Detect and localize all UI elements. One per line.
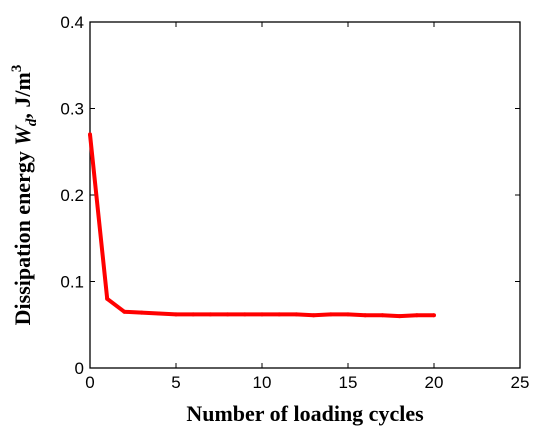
data-point	[294, 312, 299, 317]
x-tick-label: 20	[425, 373, 444, 392]
y-label-superscript: 3	[9, 65, 25, 73]
data-point	[139, 310, 144, 315]
x-axis-ticks: 0 5 10 15 20 25	[85, 22, 529, 392]
y-tick-label: 0.4	[60, 13, 84, 32]
plot-area	[89, 21, 521, 369]
data-point	[414, 313, 419, 318]
data-point	[242, 312, 247, 317]
data-point	[397, 314, 402, 319]
y-label-subscript: d	[24, 118, 40, 126]
data-point	[363, 313, 368, 318]
data-point	[260, 312, 264, 317]
x-tick-label: 0	[85, 373, 94, 392]
x-tick-label: 25	[511, 373, 530, 392]
x-tick-label: 5	[171, 373, 180, 392]
y-tick-label: 0	[75, 359, 84, 378]
y-tick-label: 0.3	[60, 100, 84, 119]
data-point	[174, 312, 178, 317]
y-tick-label: 0.2	[60, 186, 84, 205]
data-point	[156, 311, 161, 316]
y-label-prefix: Dissipation energy	[10, 146, 35, 326]
x-tick-label: 10	[253, 373, 272, 392]
data-point	[191, 312, 196, 317]
data-point	[380, 313, 385, 318]
data-point	[328, 312, 333, 317]
y-axis-label: Dissipation energy Wd, J/m3	[9, 65, 40, 326]
data-point	[122, 309, 127, 314]
y-tick-label: 0.1	[60, 273, 84, 292]
data-point	[432, 313, 436, 318]
data-point	[225, 312, 230, 317]
x-tick-label: 15	[339, 373, 358, 392]
data-point	[88, 132, 92, 137]
x-axis-label: Number of loading cycles	[186, 401, 424, 426]
y-label-symbol: W	[10, 125, 35, 146]
data-point	[277, 312, 282, 317]
data-point	[208, 312, 213, 317]
data-point	[346, 312, 350, 317]
series-layer	[88, 132, 436, 319]
data-point	[105, 296, 110, 301]
data-point	[311, 313, 316, 318]
y-label-unit: , J/m	[10, 72, 35, 118]
y-axis-ticks: 0 0.1 0.2 0.3 0.4	[60, 13, 520, 378]
